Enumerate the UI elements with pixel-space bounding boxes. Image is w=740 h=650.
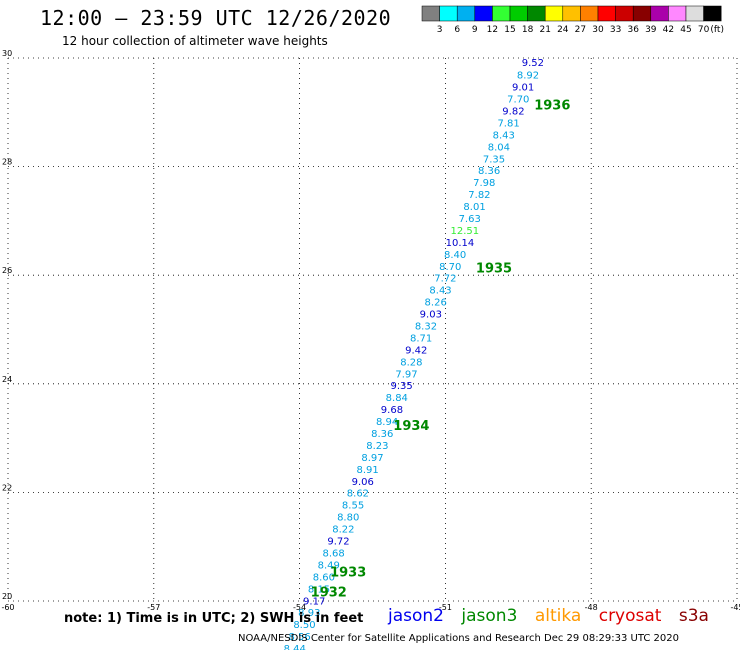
mission-cryosat: cryosat (598, 606, 662, 626)
x-tick-label: -57 (147, 603, 160, 612)
mission-legend: jason2 jason3 altika cryosat s3a (388, 606, 721, 626)
y-tick-label: 30 (2, 49, 12, 58)
wave-height-value: 7.98 (473, 178, 495, 189)
x-tick-label: -54 (293, 603, 306, 612)
colorbar-label: 21 (539, 25, 550, 35)
wave-height-value: 10.14 (446, 238, 475, 249)
colorbar-label: 6 (454, 25, 460, 35)
chart-subtitle: 12 hour collection of altimeter wave hei… (62, 34, 328, 48)
pass-number-label: 1934 (393, 419, 429, 434)
colorbar-label: 36 (627, 25, 639, 35)
y-tick-label: 28 (2, 158, 12, 167)
colorbar-label: 18 (522, 25, 534, 35)
wave-height-value: 8.71 (410, 333, 432, 344)
colorbar-swatch (703, 5, 722, 22)
colorbar-label: 9 (472, 25, 478, 35)
footer-credit: NOAA/NESDIS Center for Satellite Applica… (238, 633, 680, 644)
wave-height-value: 8.15 (308, 584, 330, 595)
mission-s3a: s3a (678, 606, 709, 626)
wave-height-value: 9.68 (381, 405, 403, 416)
colorbar-label: 27 (575, 25, 586, 35)
colorbar-label: 24 (557, 25, 569, 35)
wave-height-value: 8.36 (371, 429, 393, 440)
colorbar-label: 42 (663, 25, 674, 35)
x-tick-label: -51 (439, 603, 452, 612)
wave-height-value: 8.43 (429, 286, 451, 297)
note-text: note: 1) Time is in UTC; 2) SWH is in fe… (64, 611, 364, 626)
wave-height-value: 8.94 (376, 417, 398, 428)
wave-height-value: 8.92 (517, 71, 539, 82)
pass-number-label: 1933 (330, 566, 366, 581)
wave-height-value: 8.55 (342, 501, 364, 512)
x-tick-label: -60 (1, 603, 14, 612)
colorbar-unit: (ft) (710, 25, 724, 35)
y-tick-label: 22 (2, 483, 12, 492)
wave-height-value: 9.52 (522, 58, 544, 69)
wave-height-value: 8.70 (439, 262, 461, 273)
wave-height-value: 8.26 (425, 298, 447, 309)
color-scale-legend: 3 6 9 12 15 18 21 24 27 30 33 36 39 42 45 70 (ft) (421, 5, 724, 35)
wave-height-value: 8.49 (318, 560, 340, 571)
wave-height-value: 9.01 (512, 83, 534, 94)
wave-height-value: 8.68 (322, 548, 344, 559)
colorbar-label: 15 (504, 25, 515, 35)
wave-height-value: 9.17 (303, 596, 325, 607)
x-tick-label: -48 (585, 603, 598, 612)
wave-height-value: 7.72 (434, 274, 456, 285)
wave-height-value: 8.40 (444, 250, 466, 261)
wave-height-value: 9.82 (502, 106, 524, 117)
mission-jason3: jason3 (461, 606, 518, 626)
y-tick-label: 26 (2, 266, 12, 275)
wave-height-value: 8.91 (357, 465, 379, 476)
wave-height-value: 9.42 (405, 345, 427, 356)
mission-altika: altika (534, 606, 582, 626)
wave-height-value: 7.81 (497, 118, 519, 129)
wave-height-value: 8.97 (361, 453, 383, 464)
wave-height-value: 8.50 (293, 620, 315, 631)
pass-number-label: 1936 (534, 99, 570, 114)
colorbar-label: 12 (487, 25, 498, 35)
wave-height-value: 7.70 (507, 95, 529, 106)
wave-height-value: 8.28 (400, 357, 422, 368)
wave-height-value: 8.44 (284, 644, 306, 650)
y-tick-label: 24 (2, 375, 12, 384)
colorbar-label: 70 (698, 25, 710, 35)
colorbar-label: 33 (610, 25, 621, 35)
wave-height-value: 8.93 (298, 608, 320, 619)
wave-height-value: 8.84 (386, 393, 408, 404)
wave-height-value: 8.22 (332, 525, 354, 536)
colorbar-label: 39 (645, 25, 657, 35)
wave-height-value: 7.82 (468, 190, 490, 201)
wave-height-value: 8.23 (366, 441, 388, 452)
colorbar-label: 3 (437, 25, 443, 35)
pass-number-label: 1932 (311, 586, 347, 601)
wave-height-value: 8.32 (415, 322, 437, 333)
wave-height-value: 8.60 (313, 572, 335, 583)
wave-height-value: 9.03 (420, 310, 442, 321)
x-tick-label: -45 (730, 603, 740, 612)
colorbar-label: 30 (592, 25, 604, 35)
wave-height-value: 7.35 (483, 154, 505, 165)
wave-height-value: 9.35 (391, 381, 413, 392)
wave-height-value: 9.72 (327, 537, 349, 548)
mission-jason2: jason2 (388, 606, 444, 626)
wave-height-value: 9.06 (352, 477, 374, 488)
wave-height-value: 7.63 (459, 214, 481, 225)
pass-number-label: 1935 (476, 261, 512, 276)
wave-height-value: 8.43 (493, 130, 515, 141)
wave-height-value: 8.56 (288, 632, 310, 643)
wave-height-value: 8.80 (337, 513, 359, 524)
y-tick-label: 20 (2, 592, 12, 601)
colorbar-label: 45 (680, 25, 691, 35)
chart-title: 12:00 – 23:59 UTC 12/26/2020 (40, 6, 392, 30)
wave-height-value: 8.62 (347, 489, 369, 500)
wave-height-value: 8.36 (478, 166, 500, 177)
wave-height-value: 8.01 (463, 202, 485, 213)
wave-height-value: 7.97 (395, 369, 417, 380)
wave-height-value: 8.04 (488, 142, 510, 153)
wave-height-value: 12.51 (451, 226, 480, 237)
